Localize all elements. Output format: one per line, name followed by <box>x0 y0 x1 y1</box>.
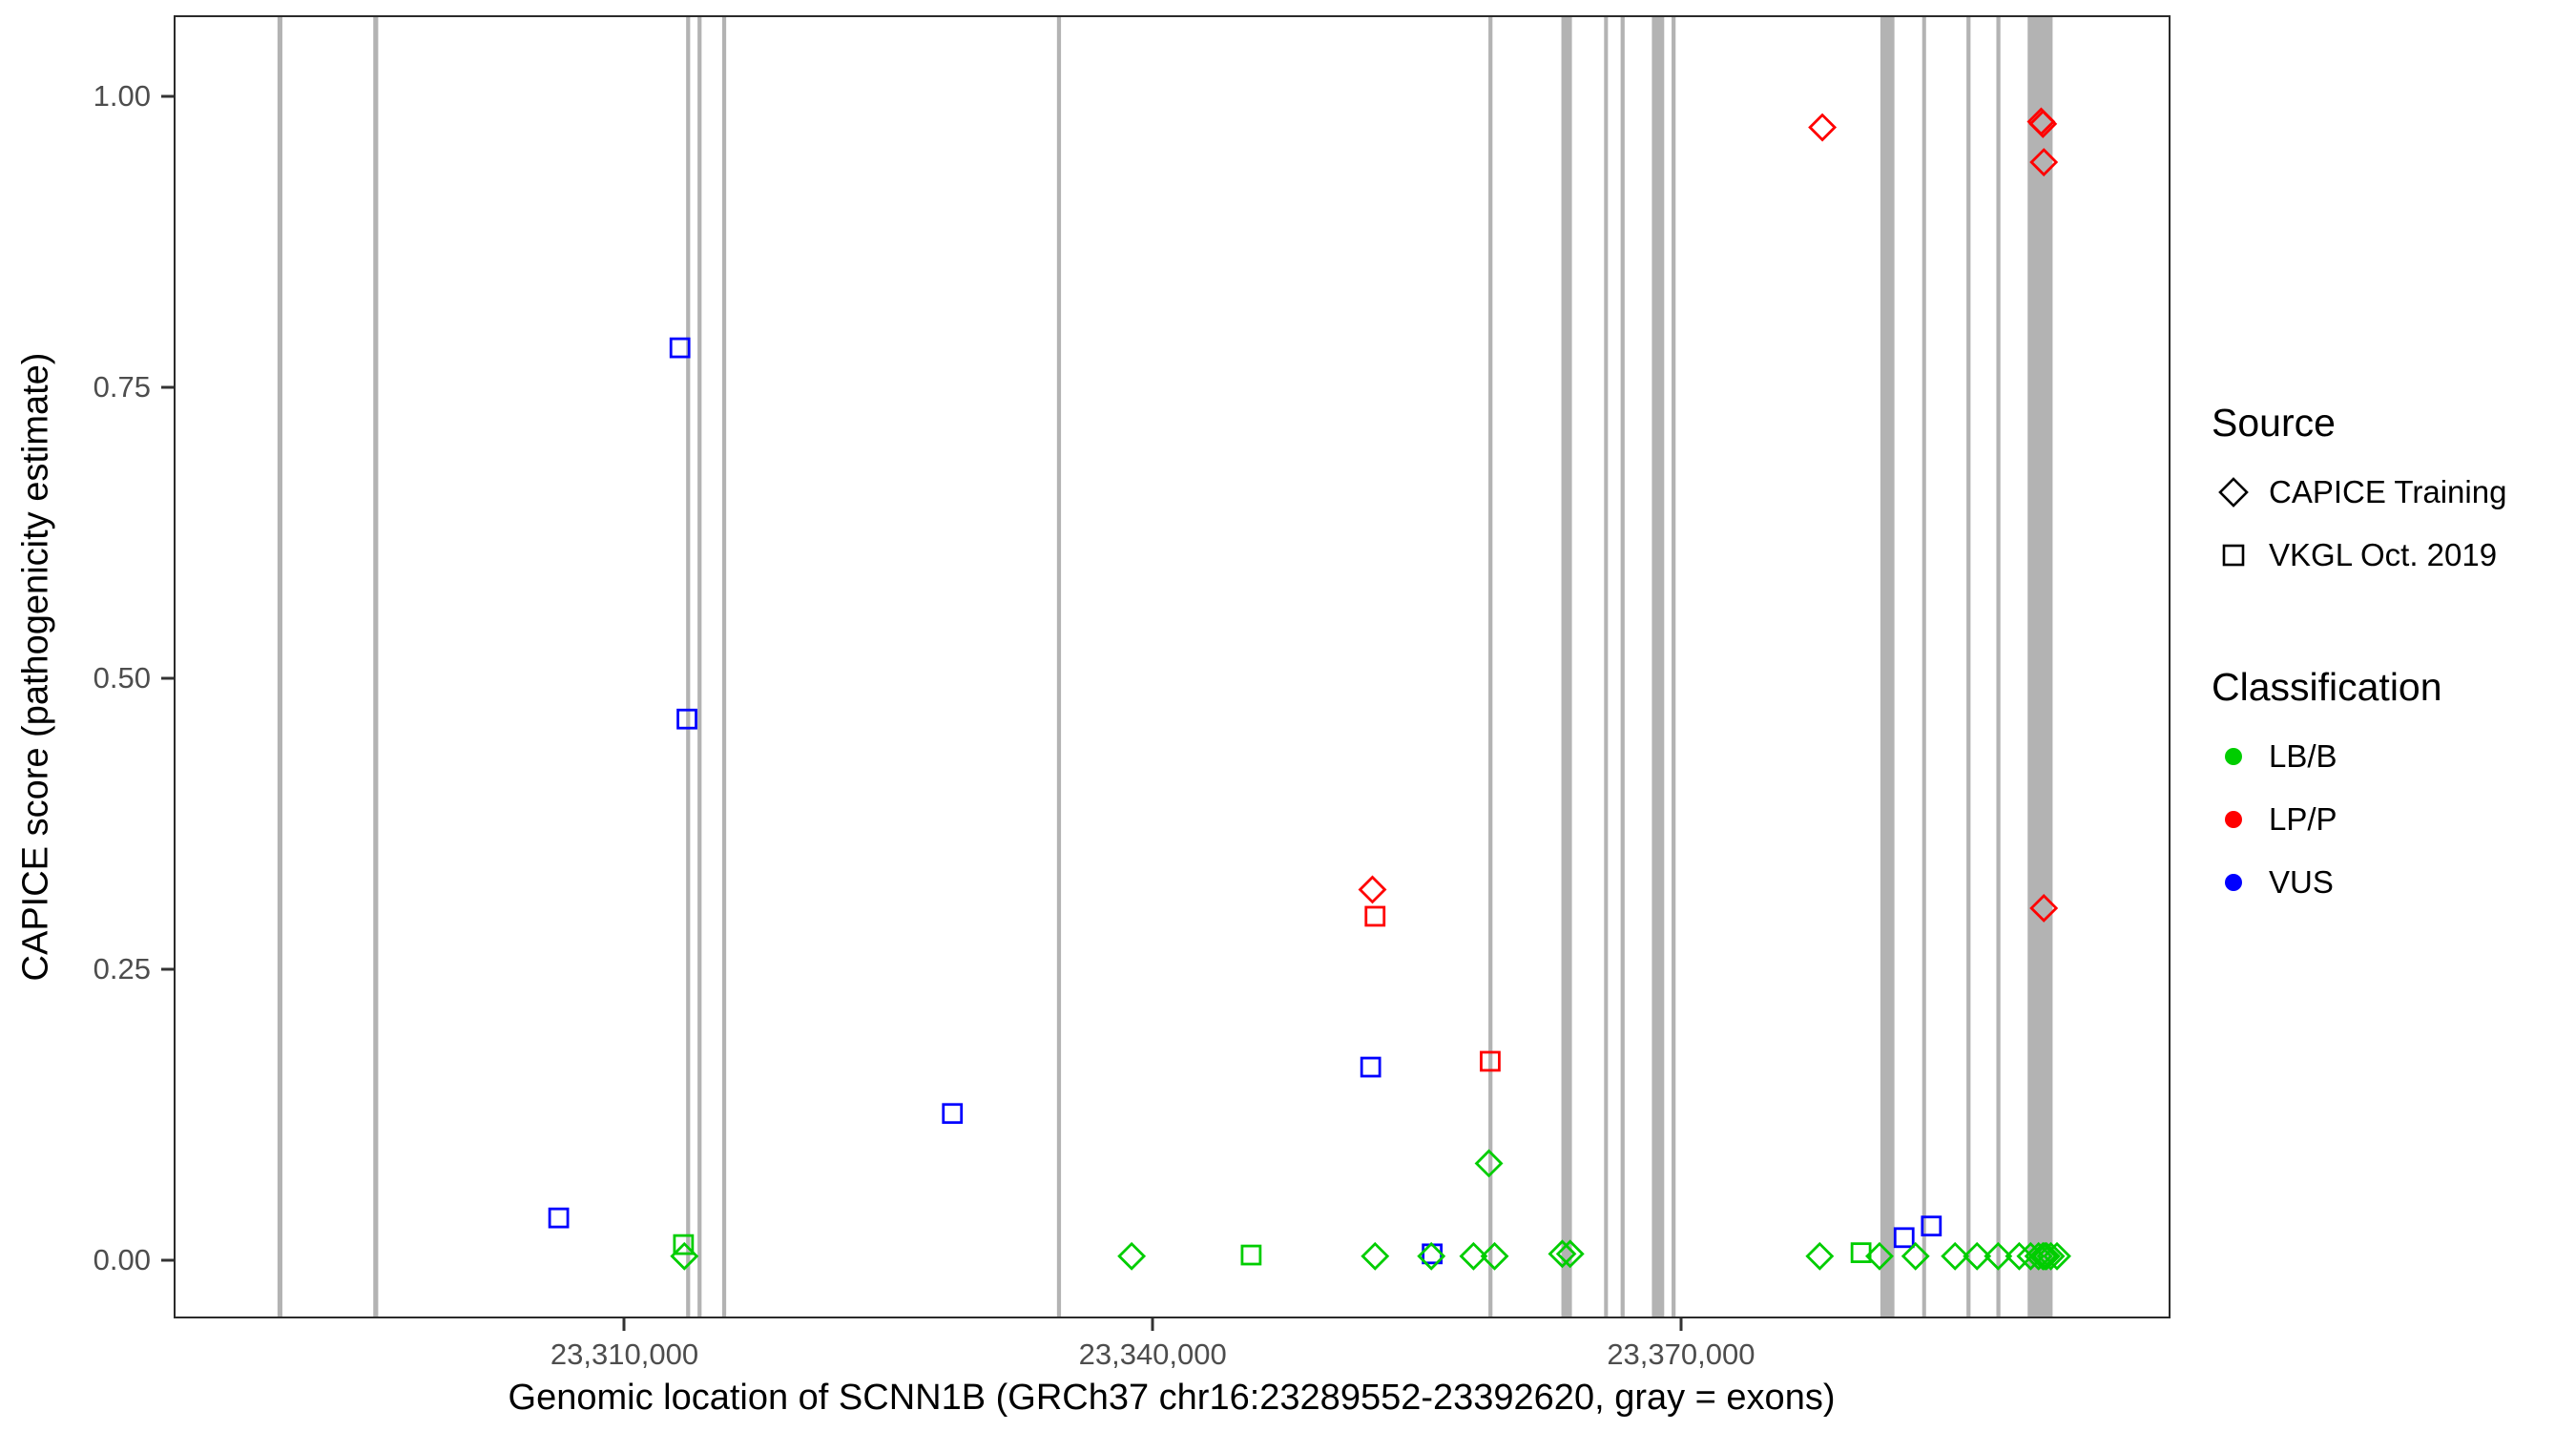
legend-label-vkgl: VKGL Oct. 2019 <box>2269 537 2498 572</box>
plot-area <box>277 17 2071 1317</box>
data-point <box>1555 1239 1585 1269</box>
legend-item-capice-training: CAPICE Training <box>2212 470 2506 514</box>
exon-bar <box>1880 17 1895 1317</box>
data-point <box>2029 894 2059 923</box>
exon-bar <box>2027 17 2053 1317</box>
red-dot-icon <box>2225 811 2242 828</box>
exon-bar <box>1966 17 1971 1317</box>
data-point <box>1963 1241 1992 1271</box>
exon-bar <box>373 17 379 1317</box>
data-point <box>2028 109 2058 138</box>
exon-bar <box>1620 17 1625 1317</box>
y-tick-mark <box>161 676 174 680</box>
data-point <box>676 708 697 730</box>
exon-bar <box>1652 17 1665 1317</box>
exon-bar <box>1604 17 1609 1317</box>
exon-bar <box>1056 17 1062 1317</box>
plot-panel <box>174 15 2171 1318</box>
y-tick-mark <box>161 385 174 389</box>
data-point <box>1850 1242 1872 1263</box>
data-point <box>1808 113 1838 142</box>
data-point <box>548 1207 570 1229</box>
legend-item-lbb: LB/B <box>2212 735 2506 778</box>
x-tick-label: 23,340,000 <box>1078 1338 1227 1371</box>
legend-label-lpp: LP/P <box>2269 801 2337 837</box>
data-point <box>1417 1241 1446 1271</box>
data-point <box>2032 1241 2061 1271</box>
legend: Source CAPICE Training VKGL Oct. 2019 Cl… <box>2212 401 2506 923</box>
data-point <box>2043 1241 2071 1271</box>
data-point <box>1474 1149 1504 1178</box>
data-point <box>1240 1244 1262 1266</box>
y-tick-mark <box>161 967 174 971</box>
data-point <box>1984 1241 2013 1271</box>
legend-group-classification: Classification LB/B LP/P VUS <box>2212 665 2506 923</box>
exon-bar <box>1922 17 1926 1317</box>
legend-label-capice-training: CAPICE Training <box>2269 474 2507 509</box>
legend-item-vus: VUS <box>2212 861 2506 904</box>
x-tick-mark <box>622 1318 626 1331</box>
exon-bar <box>1488 17 1493 1317</box>
data-point <box>2036 1241 2066 1271</box>
y-tick-mark <box>161 1258 174 1262</box>
x-tick-mark <box>1151 1318 1154 1331</box>
data-point <box>670 1241 699 1271</box>
data-point <box>1921 1215 1942 1237</box>
data-point <box>1893 1227 1915 1249</box>
data-point <box>1548 1239 1577 1269</box>
data-point <box>2029 148 2059 176</box>
data-point <box>1865 1241 1894 1271</box>
legend-item-lpp: LP/P <box>2212 798 2506 841</box>
data-point <box>942 1103 964 1125</box>
x-tick-label: 23,310,000 <box>550 1338 699 1371</box>
y-axis-title: CAPICE score (pathogenicity estimate) <box>15 352 56 982</box>
data-point <box>673 1234 695 1255</box>
y-tick-label: 0.50 <box>93 661 151 695</box>
blue-dot-icon <box>2225 874 2242 891</box>
square-icon <box>2222 544 2245 567</box>
exon-bar <box>1996 17 2001 1317</box>
exon-bar <box>277 17 283 1317</box>
legend-title-source: Source <box>2212 401 2336 445</box>
data-point <box>1901 1241 1930 1271</box>
legend-item-vkgl: VKGL Oct. 2019 <box>2212 533 2506 577</box>
exon-bar <box>1561 17 1572 1317</box>
exon-bar <box>686 17 691 1317</box>
data-point <box>1364 905 1386 927</box>
data-point <box>1361 1241 1390 1271</box>
legend-title-classification: Classification <box>2212 665 2442 709</box>
data-point <box>2024 1241 2053 1271</box>
exon-bar <box>721 17 727 1317</box>
data-point <box>1480 1050 1501 1072</box>
x-tick-label: 23,370,000 <box>1607 1338 1755 1371</box>
y-tick-label: 0.75 <box>93 370 151 404</box>
y-tick-mark <box>161 94 174 98</box>
y-tick-label: 0.25 <box>93 952 151 986</box>
data-point <box>2005 1241 2034 1271</box>
legend-label-lbb: LB/B <box>2269 738 2337 774</box>
data-point <box>1805 1241 1835 1271</box>
data-point <box>669 337 691 359</box>
x-tick-mark <box>1679 1318 1683 1331</box>
x-axis-title: Genomic location of SCNN1B (GRCh37 chr16… <box>508 1378 1836 1418</box>
data-point <box>1117 1241 1147 1271</box>
y-tick-label: 1.00 <box>93 79 151 114</box>
data-point <box>1360 1056 1381 1078</box>
legend-group-source: Source CAPICE Training VKGL Oct. 2019 <box>2212 401 2506 596</box>
data-point <box>1358 875 1387 904</box>
data-point <box>1480 1241 1509 1271</box>
legend-label-vus: VUS <box>2269 864 2334 900</box>
y-tick-label: 0.00 <box>93 1243 151 1277</box>
data-point <box>1941 1241 1970 1271</box>
exon-bar <box>697 17 702 1317</box>
diamond-icon <box>2218 477 2249 508</box>
data-point <box>1459 1241 1488 1271</box>
green-dot-icon <box>2225 748 2242 765</box>
exon-bar <box>1672 17 1676 1317</box>
